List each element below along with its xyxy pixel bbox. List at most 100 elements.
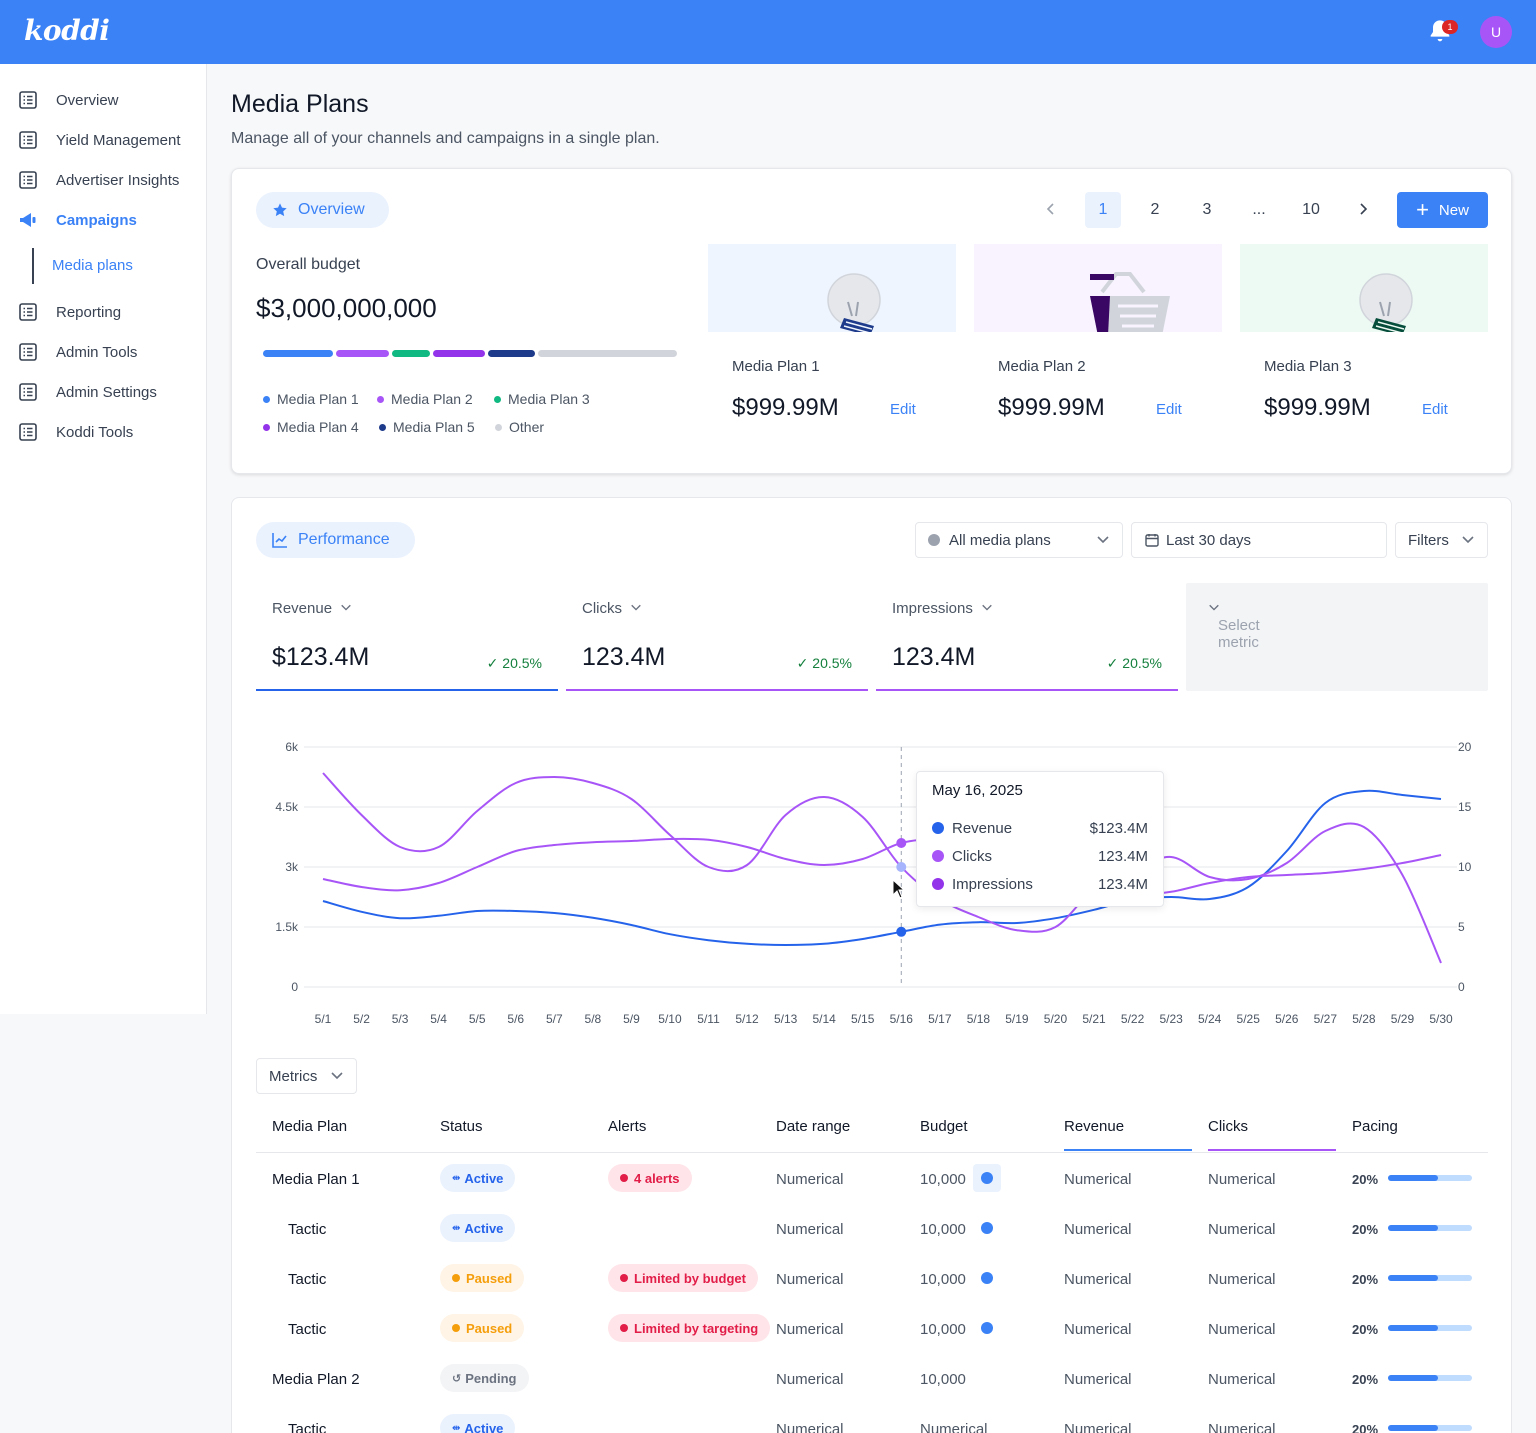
metric-card-revenue[interactable]: Revenue $123.4M ✓ 20.5% xyxy=(256,583,558,691)
x-axis-tick-label: 5/26 xyxy=(1275,1012,1299,1026)
overview-pill[interactable]: Overview xyxy=(256,192,389,228)
edit-link[interactable]: Edit xyxy=(1422,401,1448,418)
alert-badge[interactable]: 4 alerts xyxy=(608,1164,692,1192)
alert-badge[interactable]: Limited by targeting xyxy=(608,1314,771,1342)
sidebar-item-koddi-tools[interactable]: Koddi Tools xyxy=(0,412,206,452)
metric-underline xyxy=(566,689,868,691)
sidebar-subitem-media-plans[interactable]: Media plans xyxy=(32,248,202,284)
pagination-page-3[interactable]: 3 xyxy=(1202,201,1212,218)
pacing-percent: 20% xyxy=(1352,1322,1379,1337)
column-header-alerts[interactable]: Alerts xyxy=(608,1118,647,1135)
metric-value: 123.4M xyxy=(892,643,976,671)
y-axis-right-tick-label: 20 xyxy=(1458,740,1472,754)
clicks-cell: Numerical xyxy=(1208,1421,1276,1433)
chevron-down-icon xyxy=(331,1072,343,1080)
column-header-media-plan[interactable]: Media Plan xyxy=(272,1118,348,1135)
koddi-logo[interactable]: koddi xyxy=(24,14,110,47)
row-name[interactable]: Tactic xyxy=(288,1321,327,1338)
row-name[interactable]: Media Plan 2 xyxy=(272,1371,360,1388)
column-header-revenue[interactable]: Revenue xyxy=(1064,1118,1125,1135)
metric-underline xyxy=(876,689,1178,691)
filters-dropdown[interactable]: Filters xyxy=(1395,522,1488,558)
data-point-impressions xyxy=(896,862,907,872)
metric-dropdown[interactable]: Revenue xyxy=(272,600,352,617)
sidebar-item-advertiser-insights[interactable]: Advertiser Insights xyxy=(0,160,206,200)
sidebar-item-overview[interactable]: Overview xyxy=(0,80,206,120)
row-name[interactable]: Tactic xyxy=(288,1421,327,1433)
sidebar-item-campaigns[interactable]: Campaigns xyxy=(0,200,206,240)
pacing-percent: 20% xyxy=(1352,1422,1379,1433)
pacing-status-button[interactable] xyxy=(973,1164,1001,1192)
y-axis-tick-label: 3k xyxy=(285,860,299,874)
performance-line-chart[interactable]: 0 1.5k 3k 4.5k 6k 0 5 10 15 20 5/1 5/2 5/3 5/4 5/5 5/6 5… xyxy=(232,728,1512,1038)
x-axis-tick-label: 5/21 xyxy=(1082,1012,1106,1026)
x-axis-tick-label: 5/16 xyxy=(890,1012,914,1026)
select-metric-card[interactable]: Select metric xyxy=(1186,583,1488,691)
sidebar-item-admin-tools[interactable]: Admin Tools xyxy=(0,332,206,372)
notification-badge: 1 xyxy=(1442,20,1458,34)
tooltip-row: Impressions 123.4M xyxy=(932,876,1148,893)
budget-cell: 10,000 xyxy=(920,1371,966,1388)
column-header-clicks[interactable]: Clicks xyxy=(1208,1118,1248,1135)
chevron-down-icon xyxy=(1462,536,1474,544)
clicks-column-underline xyxy=(1208,1149,1336,1151)
megaphone-icon xyxy=(20,213,36,227)
revenue-column-underline xyxy=(1064,1149,1192,1151)
sidebar-item-reporting[interactable]: Reporting xyxy=(0,292,206,332)
smiley-icon[interactable] xyxy=(981,1322,993,1334)
new-button-label: New xyxy=(1438,201,1469,219)
sidebar-item-yield-management[interactable]: Yield Management xyxy=(0,120,206,160)
edit-link[interactable]: Edit xyxy=(1156,401,1182,418)
metrics-dropdown[interactable]: Metrics xyxy=(256,1058,357,1094)
metric-card-clicks[interactable]: Clicks 123.4M ✓ 20.5% xyxy=(566,583,868,691)
date-range-cell: Numerical xyxy=(776,1371,844,1388)
page-subtitle: Manage all of your channels and campaign… xyxy=(231,130,660,147)
sidebar-item-admin-settings[interactable]: Admin Settings xyxy=(0,372,206,412)
edit-link[interactable]: Edit xyxy=(890,401,916,418)
column-header-budget[interactable]: Budget xyxy=(920,1118,968,1135)
pacing-bar xyxy=(1388,1275,1472,1281)
smiley-icon[interactable] xyxy=(981,1272,993,1284)
select-metric-dropdown[interactable]: Select metric xyxy=(1202,600,1260,651)
chart-tooltip: May 16, 2025 Revenue $123.4M Clicks 123.4M… xyxy=(916,771,1164,907)
media-plan-filter-dropdown[interactable]: All media plans xyxy=(915,522,1123,558)
date-range-picker[interactable]: Last 30 days xyxy=(1131,522,1387,558)
legend-item: Other xyxy=(495,419,544,435)
row-name[interactable]: Tactic xyxy=(288,1221,327,1238)
pagination-page-1[interactable]: 1 xyxy=(1085,192,1121,228)
alert-badge[interactable]: Limited by budget xyxy=(608,1264,758,1292)
metric-card-impressions[interactable]: Impressions 123.4M ✓ 20.5% xyxy=(876,583,1178,691)
legend-item: Media Plan 5 xyxy=(379,419,475,435)
y-axis-tick-label: 0 xyxy=(291,980,298,994)
pagination-page-2[interactable]: 2 xyxy=(1150,201,1160,218)
pagination-page-10[interactable]: 10 xyxy=(1302,201,1320,218)
performance-pill[interactable]: Performance xyxy=(256,522,415,558)
top-bar: koddi 1 U xyxy=(0,0,1536,64)
metric-dropdown[interactable]: Impressions xyxy=(892,600,993,617)
smiley-icon[interactable] xyxy=(981,1222,993,1234)
row-name[interactable]: Tactic xyxy=(288,1271,327,1288)
row-name[interactable]: Media Plan 1 xyxy=(272,1171,360,1188)
x-axis-tick-label: 5/28 xyxy=(1352,1012,1376,1026)
column-header-pacing[interactable]: Pacing xyxy=(1352,1118,1398,1135)
avatar[interactable]: U xyxy=(1480,16,1512,48)
column-header-status[interactable]: Status xyxy=(440,1118,483,1135)
status-badge: ⇹ Active xyxy=(440,1214,516,1242)
sidebar-subitem-label: Media plans xyxy=(52,257,133,274)
metric-dropdown[interactable]: Clicks xyxy=(582,600,642,617)
x-axis-tick-label: 5/4 xyxy=(430,1012,447,1026)
smiley-icon xyxy=(928,534,940,546)
media-plan-card-2[interactable]: Media Plan 2 $999.99M Edit xyxy=(974,244,1222,444)
media-plan-card-1[interactable]: Media Plan 1 $999.99M Edit xyxy=(708,244,956,444)
x-axis-tick-label: 5/8 xyxy=(585,1012,602,1026)
x-axis-tick-label: 5/6 xyxy=(507,1012,524,1026)
pagination-next[interactable] xyxy=(1345,192,1381,228)
column-header-date-range[interactable]: Date range xyxy=(776,1118,851,1135)
media-plan-card-3[interactable]: Media Plan 3 $999.99M Edit xyxy=(1240,244,1488,444)
pagination-prev[interactable] xyxy=(1033,192,1069,228)
status-badge: ⇹ Active xyxy=(440,1164,516,1192)
new-button[interactable]: + New xyxy=(1397,192,1488,228)
revenue-cell: Numerical xyxy=(1064,1271,1132,1288)
media-plan-name: Media Plan 1 xyxy=(732,358,820,375)
overall-budget-label: Overall budget xyxy=(256,256,361,273)
